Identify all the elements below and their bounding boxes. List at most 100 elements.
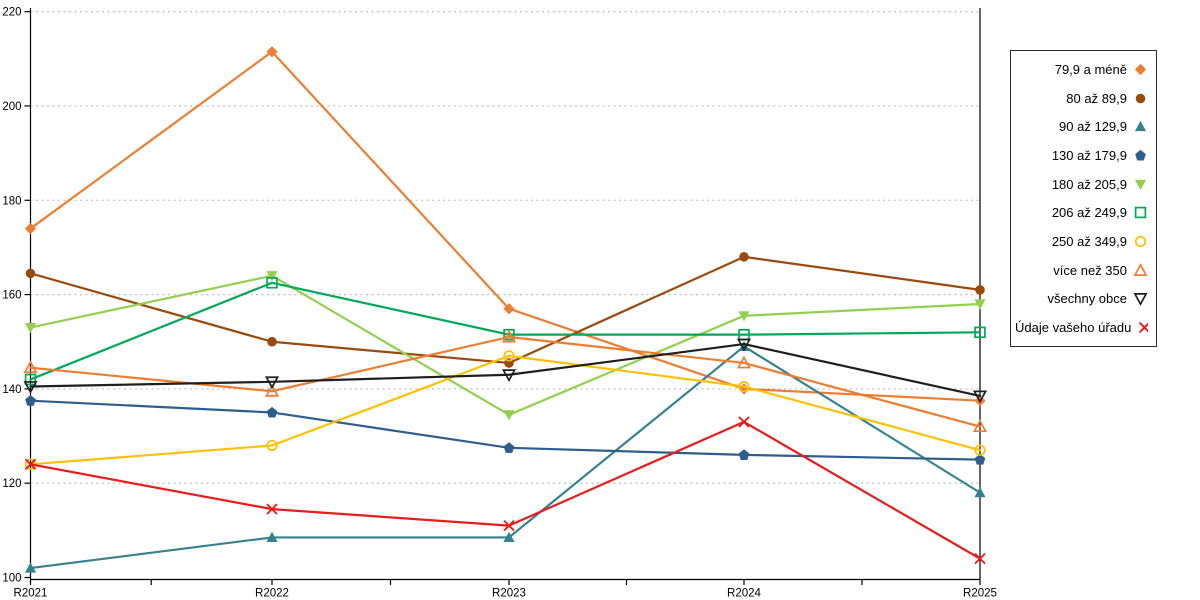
data-point-marker <box>738 340 750 352</box>
series-v-ce-ne-350 <box>23 329 988 433</box>
legend-item-6: 250 až 349,9 <box>1015 234 1148 249</box>
legend-item-label: 206 až 249,9 <box>1051 205 1127 221</box>
data-point-marker <box>503 410 515 421</box>
series-130-a-179-9 <box>25 395 986 465</box>
data-point-marker <box>266 406 278 418</box>
data-point-marker <box>501 369 517 383</box>
data-point-marker <box>975 285 985 295</box>
data-point-marker <box>974 487 986 498</box>
triangle-down-marker-icon <box>1134 179 1147 190</box>
series-250-a-349-9 <box>24 350 986 470</box>
series-180-a-205-9 <box>24 271 986 421</box>
series-line <box>29 342 982 398</box>
legend-item-7: více než 350 <box>1015 263 1148 278</box>
triangle-up-marker-icon <box>1133 262 1148 276</box>
legend-item-label: 250 až 349,9 <box>1051 233 1127 249</box>
data-point-marker <box>503 303 515 315</box>
y-tick-label: 200 <box>2 101 21 113</box>
data-point-marker <box>972 419 988 433</box>
data-point-marker <box>24 222 37 235</box>
x-tick-label: R2023 <box>492 588 526 600</box>
legend-item-label: více než 350 <box>1053 262 1127 278</box>
series-79-9-a-m-n- <box>24 46 986 407</box>
data-point-marker <box>24 458 37 471</box>
data-point-marker <box>266 531 278 543</box>
y-tick-label: 120 <box>2 478 21 490</box>
series-line <box>29 354 982 466</box>
triangle-down-marker-icon <box>1133 293 1148 307</box>
legend-item-label: Údaje vašeho úřadu <box>1015 320 1132 336</box>
series-90-a-129-9 <box>24 340 986 573</box>
y-tick-label: 100 <box>2 573 21 585</box>
data-point-marker <box>738 449 750 460</box>
x-marker-icon <box>1139 321 1148 334</box>
data-point-marker <box>266 439 278 452</box>
data-point-marker <box>503 519 515 532</box>
data-point-marker <box>738 380 750 393</box>
data-point-marker <box>266 271 278 282</box>
chart-legend: 79,9 a méně 80 až 89,9 90 až 129,9 130 až 1… <box>1010 50 1157 347</box>
data-point-marker <box>972 390 988 404</box>
legend-item-8: všechny obce <box>1015 291 1148 306</box>
data-point-marker <box>974 299 986 310</box>
data-point-marker <box>503 350 515 362</box>
legend-item-label: 130 až 179,9 <box>1051 147 1127 163</box>
data-point-marker <box>736 338 752 352</box>
legend-item-3: 130 až 179,9 <box>1015 148 1148 163</box>
legend-item-label: 80 až 89,9 <box>1066 90 1127 106</box>
series--daje-va-eho-adu <box>24 416 986 565</box>
diamond-marker-icon <box>1134 63 1147 75</box>
legend-item-label: 90 až 129,9 <box>1059 119 1127 135</box>
x-tick-label: R2022 <box>255 588 289 600</box>
legend-item-label: všechny obce <box>1047 291 1128 307</box>
circle-marker-icon <box>1134 235 1147 248</box>
triangle-up-marker-icon <box>1134 121 1147 132</box>
data-point-marker <box>739 252 749 262</box>
data-point-marker <box>24 373 37 386</box>
data-point-marker <box>736 355 752 369</box>
x-tick-label: R2025 <box>963 588 997 600</box>
legend-item-5: 206 až 249,9 <box>1015 205 1148 220</box>
legend-item-2: 90 až 129,9 <box>1015 119 1148 134</box>
y-tick-label: 180 <box>2 195 21 207</box>
data-point-marker <box>974 444 986 456</box>
data-point-marker <box>974 552 986 565</box>
square-marker-icon <box>1134 207 1147 219</box>
data-point-marker <box>503 531 515 543</box>
y-tick-label: 140 <box>2 384 21 396</box>
legend-item-0: 79,9 a méně <box>1015 62 1148 77</box>
legend-item-9: Údaje vašeho úřadu <box>1015 320 1148 335</box>
data-point-marker <box>23 360 38 374</box>
data-point-marker <box>501 329 517 343</box>
data-point-marker <box>264 376 280 390</box>
data-point-marker <box>23 381 38 394</box>
series-v-echny-obce <box>23 338 988 404</box>
data-point-marker <box>974 454 986 465</box>
data-point-marker <box>267 336 277 347</box>
data-point-marker <box>738 416 750 428</box>
legend-item-1: 80 až 89,9 <box>1015 91 1148 106</box>
series-80-a-89-9 <box>25 252 985 368</box>
data-point-marker <box>266 46 278 58</box>
circle-marker-icon <box>1135 93 1146 103</box>
legend-item-label: 180 až 205,9 <box>1051 176 1127 192</box>
data-point-marker <box>24 562 37 573</box>
data-point-marker <box>503 442 515 453</box>
data-point-marker <box>24 322 37 334</box>
legend-item-4: 180 až 205,9 <box>1015 177 1148 192</box>
series-206-a-249-9 <box>24 277 986 386</box>
pentagon-marker-icon <box>1135 149 1146 161</box>
data-point-marker <box>738 311 750 322</box>
data-point-marker <box>25 268 36 279</box>
y-tick-label: 220 <box>2 7 21 19</box>
data-point-marker <box>974 326 986 339</box>
series-line <box>29 281 982 381</box>
legend-item-label: 79,9 a méně <box>1054 61 1127 77</box>
x-tick-label: R2021 <box>14 588 48 600</box>
data-point-marker <box>266 503 278 515</box>
data-point-marker <box>25 395 36 406</box>
data-point-marker <box>264 383 280 397</box>
series-line <box>29 50 982 402</box>
